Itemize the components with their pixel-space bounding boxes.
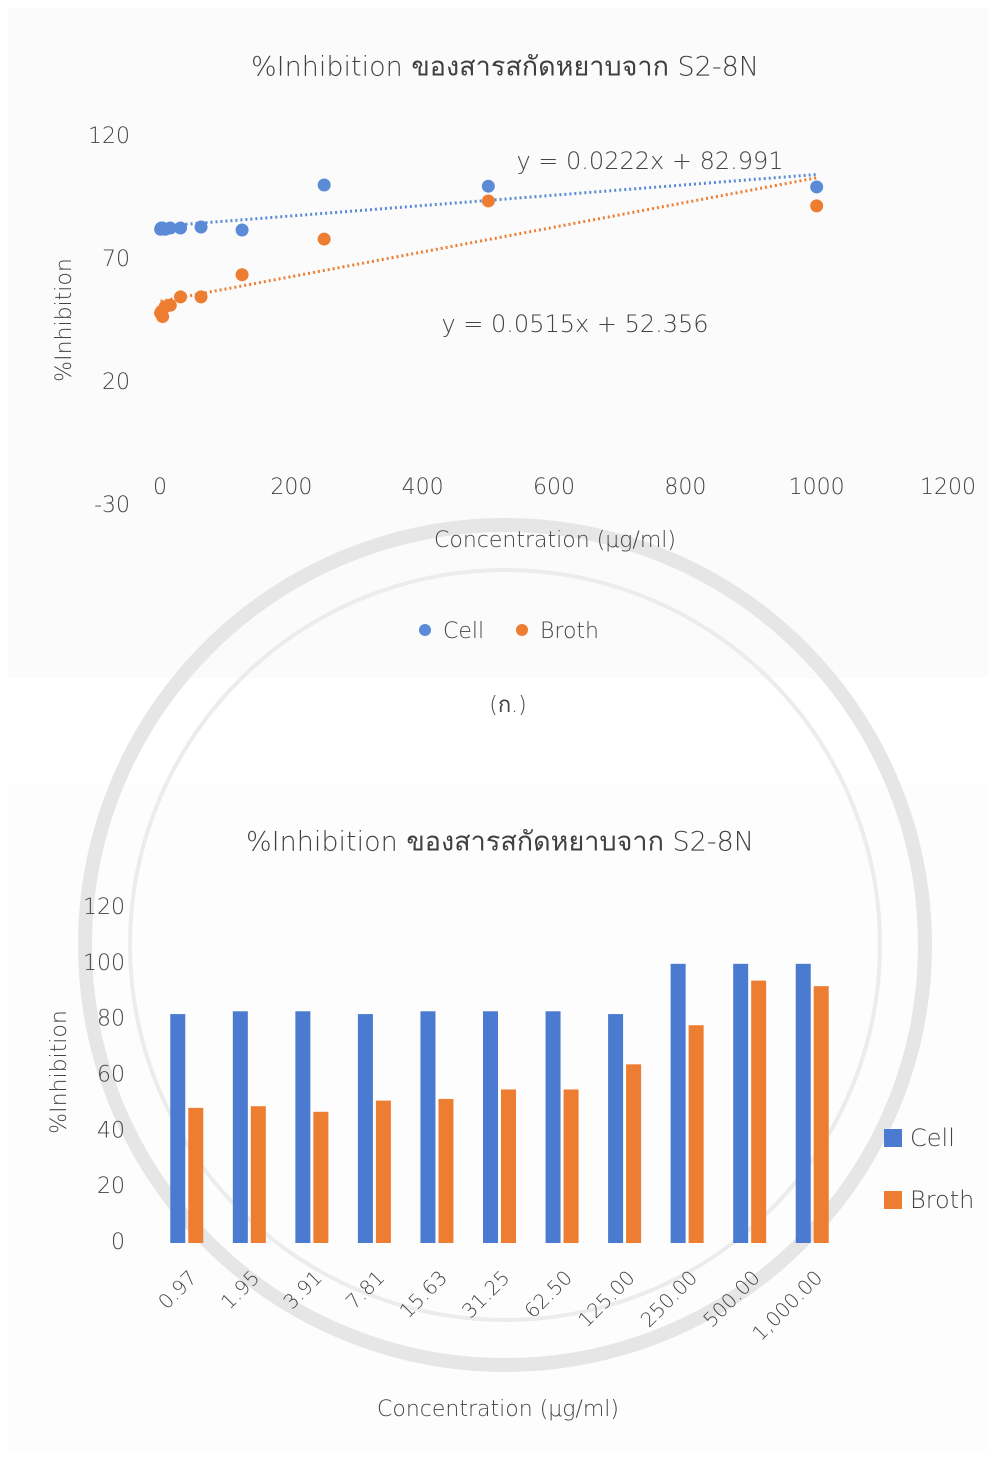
scatter-point — [810, 199, 824, 213]
scatter-point — [810, 180, 824, 194]
bar — [670, 963, 686, 1243]
legend-marker — [884, 1191, 902, 1209]
legend-marker — [516, 624, 528, 636]
y-tick-label: 20 — [102, 370, 130, 395]
x-tick-label: 1200 — [920, 475, 976, 500]
scatter-point — [481, 179, 495, 193]
y-tick-label: 80 — [97, 1007, 125, 1032]
legend-label: Broth — [540, 619, 599, 644]
y-tick-label: 60 — [97, 1063, 125, 1088]
bar — [813, 986, 829, 1243]
y-tick-label: 40 — [97, 1118, 125, 1143]
chart-title: %Inhibition ของสารสกัดหยาบจาก S2-8N — [246, 827, 754, 858]
chart-area-top — [8, 8, 988, 678]
legend-marker — [884, 1129, 902, 1147]
legend-label: Cell — [443, 619, 484, 644]
bar — [545, 1011, 561, 1243]
scatter-point — [235, 223, 249, 237]
scatter-point — [194, 220, 208, 234]
bar — [295, 1011, 311, 1243]
scatter-point — [235, 268, 249, 282]
y-tick-label: -30 — [94, 493, 130, 518]
bar — [357, 1014, 373, 1243]
scatter-point — [163, 221, 177, 235]
watermark-inner — [128, 568, 882, 1322]
bar — [170, 1014, 186, 1243]
bar — [483, 1011, 498, 1243]
bar — [608, 1014, 624, 1243]
scatter-point — [174, 221, 188, 235]
bar — [420, 1011, 436, 1243]
y-tick-label: 120 — [88, 124, 130, 149]
caption: (ก.) — [489, 693, 526, 718]
trendline-equation: y = 0.0222x + 82.991 — [516, 147, 783, 175]
y-tick-label: 100 — [83, 951, 125, 976]
x-tick-label: 1000 — [789, 475, 845, 500]
x-tick-label: 400 — [402, 475, 444, 500]
bar — [626, 1064, 642, 1243]
y-axis-label: %Inhibition — [52, 258, 77, 382]
legend-label: Broth — [910, 1186, 974, 1214]
scatter-point — [174, 290, 188, 304]
watermark — [78, 518, 932, 1372]
bar — [563, 1089, 579, 1243]
bar — [375, 1100, 391, 1243]
bar — [688, 1025, 704, 1243]
trendline — [160, 176, 817, 303]
bar — [250, 1106, 266, 1243]
scatter-point — [163, 298, 177, 312]
scatter-point — [156, 310, 170, 324]
bar — [438, 1098, 454, 1243]
scatter-point — [317, 232, 331, 246]
x-axis-label: Concentration (μg/ml) — [377, 1397, 619, 1422]
x-tick-label: 600 — [533, 475, 575, 500]
bar — [232, 1011, 248, 1243]
y-tick-label: 20 — [97, 1174, 125, 1199]
bar — [313, 1111, 329, 1243]
y-axis-label: %Inhibition — [47, 1010, 72, 1134]
bar — [795, 963, 811, 1243]
y-tick-label: 0 — [111, 1230, 125, 1255]
bar — [751, 980, 767, 1243]
scatter-point — [317, 178, 331, 192]
scatter-point — [481, 194, 495, 208]
scatter-point — [194, 290, 208, 304]
x-tick-label: 0 — [153, 475, 167, 500]
bar — [501, 1089, 516, 1243]
legend-label: Cell — [910, 1124, 955, 1152]
x-tick-label: 800 — [664, 475, 706, 500]
y-tick-label: 120 — [83, 895, 125, 920]
chart-title: %Inhibition ของสารสกัดหยาบจาก S2-8N — [251, 52, 759, 83]
x-tick-label: 200 — [270, 475, 312, 500]
x-axis-label: Concentration (μg/ml) — [434, 528, 676, 553]
bar — [188, 1107, 204, 1243]
legend-marker — [419, 624, 431, 636]
y-tick-label: 70 — [102, 247, 130, 272]
bar — [733, 963, 749, 1243]
trendline-equation: y = 0.0515x + 52.356 — [441, 310, 708, 338]
